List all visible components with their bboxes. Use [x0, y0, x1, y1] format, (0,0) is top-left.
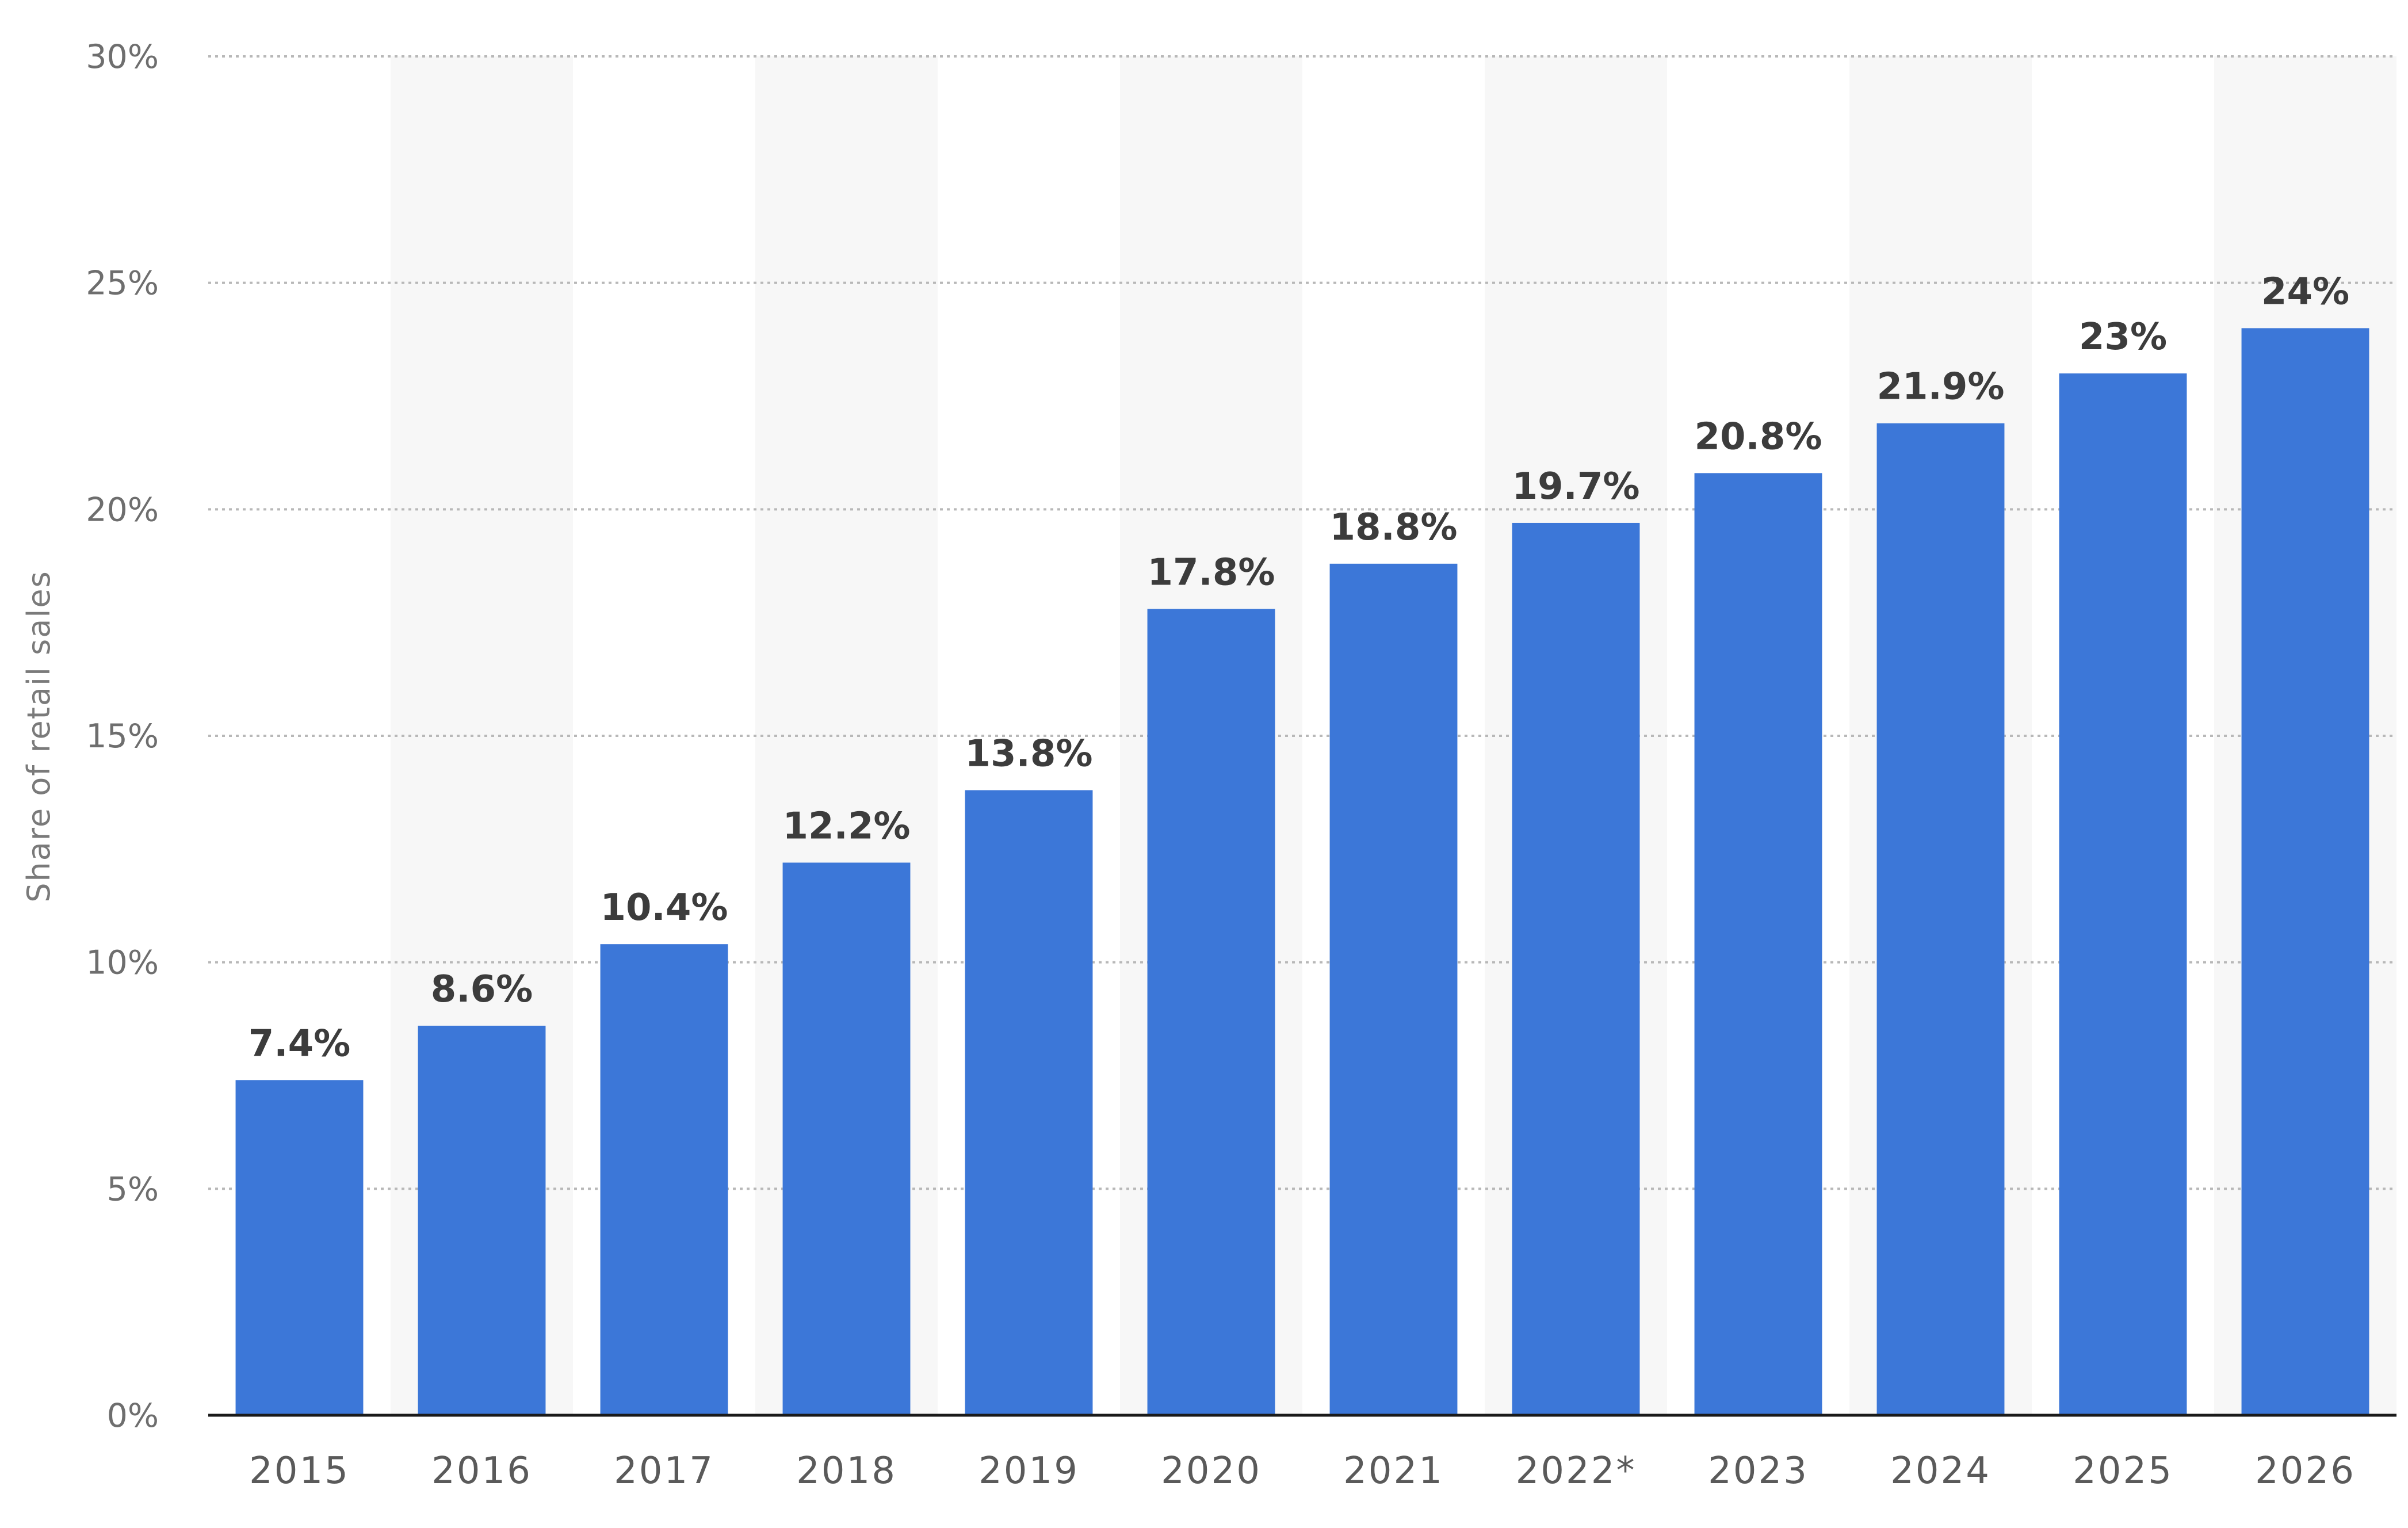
data-label: 13.8% — [965, 732, 1092, 775]
value-labels: 7.4% 8.6% 10.4% 12.2% 13.8% 17.8% 18.8% 19.7% 20… — [249, 270, 2349, 1065]
y-tick-label: 25% — [86, 265, 159, 303]
y-tick-label: 0% — [107, 1397, 159, 1435]
x-tick-label: 2017 — [614, 1450, 714, 1492]
y-tick-label: 30% — [86, 38, 159, 76]
data-label: 7.4% — [249, 1022, 351, 1065]
data-label: 10.4% — [600, 887, 728, 929]
y-tick-label: 20% — [86, 491, 159, 529]
bar — [1329, 563, 1458, 1415]
x-tick-label: 2026 — [2255, 1450, 2356, 1492]
bar — [418, 1025, 546, 1415]
bars — [235, 328, 2369, 1416]
y-tick-label: 5% — [107, 1170, 159, 1208]
gridlines — [208, 55, 2396, 1190]
x-tick-label: 2025 — [2073, 1450, 2173, 1492]
bar — [235, 1080, 364, 1415]
bar — [1694, 473, 1822, 1415]
data-label: 17.8% — [1147, 552, 1275, 594]
x-tick-label: 2016 — [431, 1450, 532, 1492]
bar — [1876, 423, 2005, 1415]
x-tick-label: 2019 — [979, 1450, 1079, 1492]
bar — [782, 862, 911, 1415]
data-label: 18.8% — [1329, 506, 1457, 549]
x-tick-label: 2021 — [1343, 1450, 1444, 1492]
x-tick-label: 2022* — [1516, 1450, 1637, 1492]
bar — [965, 790, 1093, 1415]
data-label: 20.8% — [1694, 415, 1822, 458]
data-label: 21.9% — [1876, 366, 2004, 408]
data-label: 19.7% — [1512, 465, 1639, 508]
bar — [1512, 522, 1640, 1415]
y-axis-ticks: 0% 5% 10% 15% 20% 25% 30% — [86, 38, 159, 1435]
bar — [2241, 328, 2369, 1415]
y-tick-label: 10% — [86, 944, 159, 982]
x-tick-label: 2015 — [249, 1450, 350, 1492]
bar — [2059, 373, 2187, 1416]
data-label: 8.6% — [431, 968, 533, 1011]
data-label: 24% — [2261, 270, 2349, 313]
x-tick-label: 2024 — [1890, 1450, 1991, 1492]
x-tick-label: 2018 — [796, 1450, 897, 1492]
bar — [600, 944, 728, 1415]
y-tick-label: 15% — [86, 717, 159, 755]
data-label: 12.2% — [782, 805, 910, 847]
y-axis-title: Share of retail sales — [21, 570, 57, 902]
x-tick-label: 2023 — [1708, 1450, 1809, 1492]
x-axis-labels: 2015 2016 2017 2018 2019 2020 2021 2022* 2023 202… — [249, 1450, 2356, 1492]
data-label: 23% — [2079, 316, 2167, 358]
bar — [1147, 609, 1275, 1415]
x-tick-label: 2020 — [1161, 1450, 1262, 1492]
